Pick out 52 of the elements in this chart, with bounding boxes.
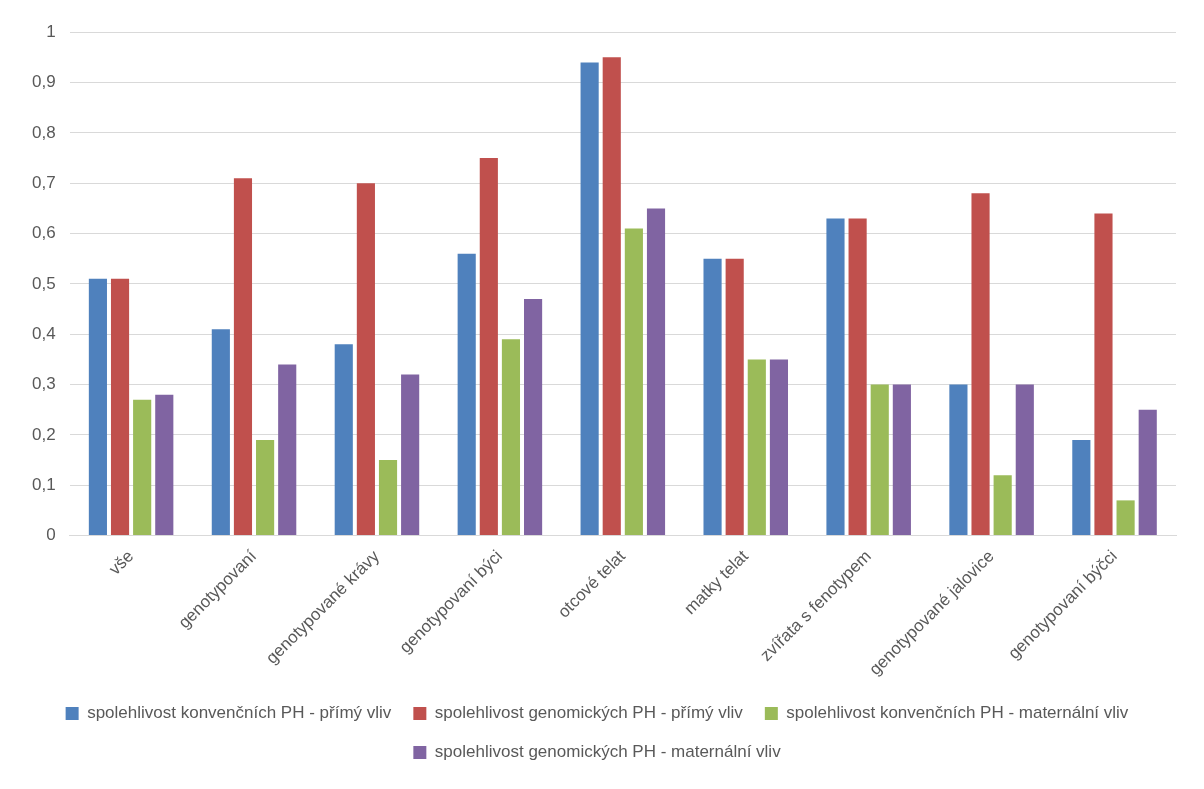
- bar: [1094, 213, 1113, 536]
- bar: [110, 278, 130, 536]
- bar: [401, 374, 420, 536]
- bar: [949, 384, 968, 536]
- y-tick-label: 0,8: [31, 122, 56, 142]
- bar: [624, 228, 643, 536]
- legend-label: spolehlivost genomických PH - přímý vliv: [434, 703, 744, 723]
- bar: [892, 384, 911, 536]
- bar: [848, 218, 867, 536]
- y-tick-label: 0,6: [31, 223, 56, 243]
- bar: [993, 475, 1012, 536]
- bar: [826, 218, 845, 536]
- bar: [1116, 500, 1135, 536]
- bar: [233, 178, 253, 536]
- legend-label: spolehlivost genomických PH - maternální vliv: [434, 742, 782, 762]
- legend-label: spolehlivost konvenčních PH - maternální vliv: [786, 703, 1129, 723]
- bar: [646, 208, 666, 536]
- bar: [602, 57, 621, 536]
- bar: [971, 193, 990, 536]
- y-tick-label: 0,7: [31, 172, 56, 192]
- bar: [747, 359, 766, 536]
- bar: [256, 439, 275, 536]
- y-tick-label: 0,3: [31, 374, 56, 394]
- y-tick-label: 0,9: [31, 72, 56, 92]
- bar: [155, 394, 174, 536]
- x-tick-label: vše: [105, 546, 138, 579]
- bar: [703, 258, 722, 536]
- y-tick-label: 0,4: [31, 323, 56, 343]
- bar: [1015, 384, 1034, 536]
- bar: [501, 339, 521, 536]
- y-tick-label: 0,1: [31, 474, 56, 494]
- y-tick-label: 0,5: [31, 273, 56, 293]
- bar: [356, 183, 375, 536]
- bar: [334, 344, 353, 536]
- bar: [580, 62, 599, 536]
- bar: [1138, 409, 1157, 536]
- bar: [457, 253, 476, 536]
- y-tick-label: 0: [46, 525, 56, 545]
- bar: [725, 258, 744, 536]
- y-tick-label: 1: [46, 21, 56, 41]
- bar: [870, 384, 889, 536]
- bar: [524, 299, 543, 536]
- bar: [769, 359, 789, 536]
- bar: [211, 329, 230, 536]
- bar: [88, 278, 107, 536]
- bar: [479, 158, 498, 536]
- bar: [378, 460, 398, 536]
- bar: [133, 399, 152, 536]
- bar: [1072, 439, 1091, 536]
- y-tick-label: 0,2: [31, 424, 56, 444]
- bar: [278, 364, 297, 536]
- legend-label: spolehlivost konvenčních PH - přímý vliv: [87, 703, 392, 723]
